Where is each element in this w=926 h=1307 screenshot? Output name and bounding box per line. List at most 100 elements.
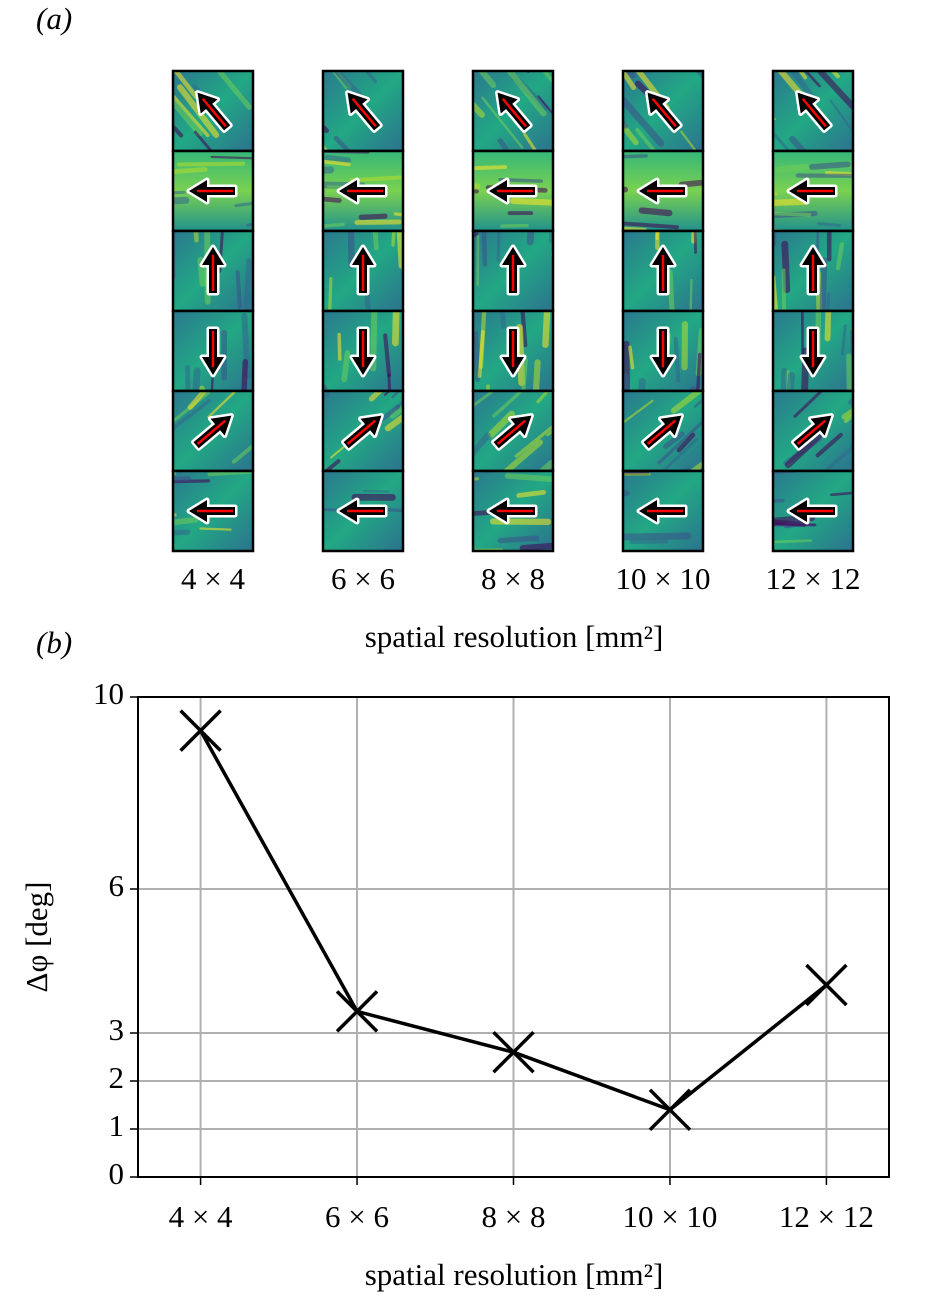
- arrow-core: [796, 419, 827, 445]
- streak: [477, 330, 485, 378]
- streak: [266, 98, 290, 126]
- streak: [164, 17, 198, 57]
- streak: [706, 58, 744, 104]
- streak: [436, 552, 471, 554]
- streak: [521, 358, 528, 391]
- x-tick-label: 8 × 8: [481, 561, 545, 596]
- streak: [500, 223, 529, 228]
- streak: [323, 159, 351, 167]
- streak: [162, 277, 163, 311]
- streak: [773, 98, 776, 121]
- x-tick-label: 10 × 10: [616, 561, 711, 596]
- streak: [623, 399, 654, 434]
- streak: [473, 188, 479, 194]
- streak: [161, 171, 162, 212]
- streak: [473, 432, 491, 457]
- streak: [781, 240, 791, 294]
- x-tick-label: 12 × 12: [766, 561, 861, 596]
- streak: [267, 339, 270, 394]
- streak: [173, 103, 184, 138]
- arrow: [336, 177, 388, 205]
- streak: [323, 459, 341, 471]
- streak: [239, 358, 248, 391]
- streak: [341, 350, 351, 383]
- streak: [256, 396, 259, 431]
- streak: [623, 221, 680, 230]
- streak: [610, 303, 611, 354]
- texture: [623, 391, 758, 471]
- streak: [515, 71, 530, 73]
- streak: [497, 535, 540, 544]
- streak: [852, 391, 853, 408]
- streak: [166, 303, 169, 327]
- streak: [261, 267, 264, 312]
- streak: [519, 542, 553, 551]
- arrow: [799, 244, 827, 296]
- streak: [773, 519, 807, 527]
- streak: [713, 414, 758, 453]
- streak: [841, 395, 853, 420]
- streak: [173, 190, 186, 195]
- streak: [580, 418, 609, 442]
- streak: [848, 391, 853, 406]
- streak: [810, 71, 852, 73]
- arrow: [186, 497, 238, 525]
- y-axis-label: Δφ [deg]: [19, 882, 54, 993]
- streak: [473, 486, 475, 491]
- streak: [498, 71, 547, 117]
- x-tick-label: 12 × 12: [779, 1199, 874, 1234]
- streak: [583, 156, 612, 157]
- streak: [173, 479, 211, 484]
- streak: [596, 513, 621, 516]
- streak: [530, 359, 541, 391]
- streak: [469, 405, 471, 434]
- streak: [547, 391, 553, 394]
- streak: [785, 71, 808, 80]
- streak: [372, 556, 413, 559]
- streak: [650, 438, 698, 471]
- arrow: [486, 177, 538, 205]
- streak: [753, 327, 754, 358]
- streak: [187, 391, 208, 410]
- marker: [179, 709, 222, 752]
- streak: [773, 114, 802, 151]
- streak: [817, 71, 853, 120]
- x-axis-label: spatial resolution [mm²]: [365, 619, 664, 654]
- arrow: [641, 413, 684, 451]
- streak: [515, 45, 531, 64]
- y-tick-label: 2: [109, 1060, 125, 1095]
- arrow: [786, 177, 838, 205]
- streak: [177, 161, 246, 167]
- streak: [279, 242, 308, 246]
- arrow: [791, 413, 834, 451]
- streak: [491, 42, 504, 57]
- streak: [629, 71, 652, 74]
- marker: [648, 1088, 692, 1132]
- streak: [824, 311, 832, 342]
- streak: [347, 231, 355, 269]
- streak: [234, 201, 253, 208]
- streak: [468, 281, 469, 329]
- streak: [574, 162, 605, 166]
- streak: [333, 135, 368, 151]
- arrow-core: [651, 97, 677, 128]
- streak: [173, 167, 208, 175]
- x-tick-label: 6 × 6: [331, 561, 395, 596]
- streak: [782, 0, 826, 52]
- texture: [173, 391, 253, 464]
- streak: [623, 154, 648, 159]
- panel-label: (b): [36, 625, 72, 660]
- streak: [438, 478, 465, 481]
- x-axis-label: spatial resolution [mm²]: [365, 1257, 664, 1292]
- streak: [323, 391, 330, 430]
- streak: [321, 35, 347, 66]
- streak: [103, 141, 167, 144]
- streak: [392, 311, 400, 347]
- tile: [323, 311, 403, 391]
- panel-a: [103, 0, 855, 559]
- arrow-core: [346, 419, 377, 445]
- arrow: [799, 326, 827, 378]
- arrow: [199, 326, 227, 378]
- arrow: [636, 497, 688, 525]
- streak: [402, 233, 471, 234]
